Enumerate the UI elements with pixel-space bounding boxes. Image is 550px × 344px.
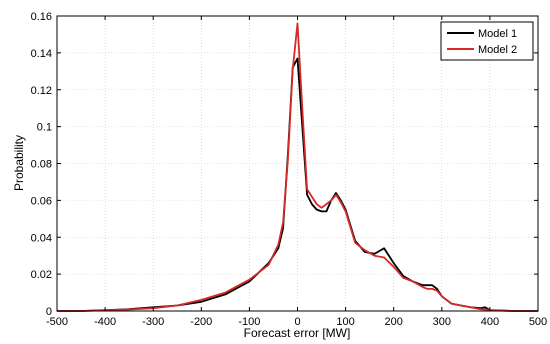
x-tick-label: 100 [336,316,354,328]
y-tick-label: 0.12 [31,85,52,97]
legend-label-model-2: Model 2 [478,44,517,56]
ticks [56,15,539,312]
y-tick-label: 0.1 [37,122,52,134]
series-layer [57,22,538,312]
x-tick-label: -100 [238,316,260,328]
legend: Model 1 Model 2 [440,21,534,61]
y-tick-label: 0.02 [31,269,52,281]
y-tick-label: 0.06 [31,195,52,207]
y-tick-label: 0 [46,306,52,318]
x-tick-label: 400 [481,316,499,328]
x-tick-label: 200 [385,316,403,328]
y-tick-label: 0.08 [31,159,52,171]
legend-box [440,21,534,61]
x-axis-title: Forecast error [MW] [244,326,351,340]
series-line-model-2 [57,22,538,312]
y-tick-label: 0.16 [31,11,52,23]
x-tick-label: -500 [46,316,68,328]
x-tick-label: 0 [294,316,300,328]
x-tick-label: -200 [190,316,212,328]
x-tick-label: -400 [94,316,116,328]
x-tick-label: 300 [433,316,451,328]
legend-label-model-1: Model 1 [478,28,517,40]
y-tick-label: 0.14 [31,48,52,60]
x-tick-label: 500 [529,316,547,328]
y-tick-label: 0.04 [31,232,52,244]
x-tick-label: -300 [142,316,164,328]
y-axis-title: Probability [12,135,26,191]
tick-labels: -500 -400 -300 -200 -100 0 100 200 300 400 500 0 0.0… [31,11,548,328]
